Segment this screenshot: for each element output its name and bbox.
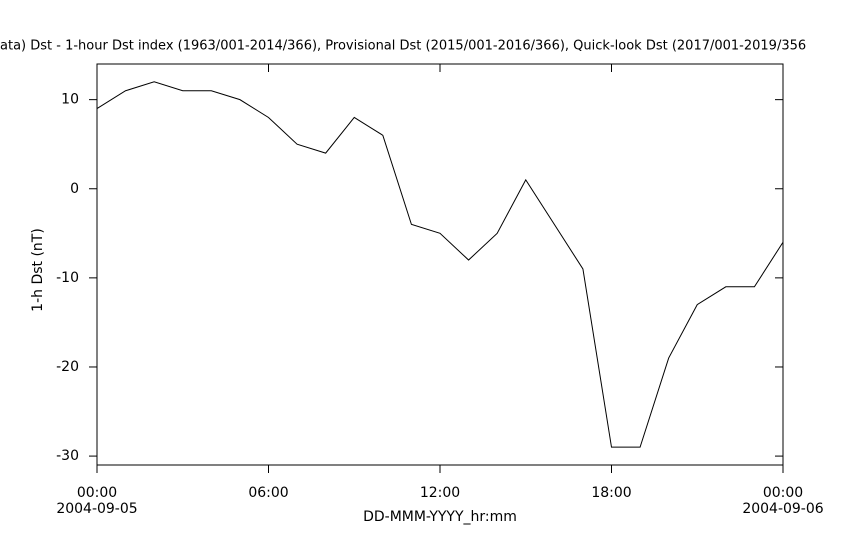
x-tick-date: 2004-09-05 — [56, 501, 137, 517]
x-tick-date: 2004-09-06 — [742, 501, 823, 517]
y-tick-label: -30 — [56, 448, 79, 464]
y-tick-label: 10 — [61, 92, 79, 108]
data-line — [96, 81, 784, 448]
x-tick-label: 00:00 — [77, 485, 117, 501]
y-tick-label: -10 — [56, 270, 79, 286]
plot-frame — [96, 63, 784, 466]
x-tick-label: 00:00 — [763, 485, 803, 501]
x-tick-label: 06:00 — [248, 485, 288, 501]
chart-title: ata) Dst - 1-hour Dst index (1963/001-20… — [0, 39, 806, 54]
y-tick-label: 0 — [70, 181, 79, 197]
y-axis-label: 1-h Dst (nT) — [30, 228, 46, 312]
x-axis-label: DD-MMM-YYYY_hr:mm — [363, 509, 517, 525]
x-tick-label: 18:00 — [591, 485, 631, 501]
y-tick-label: -20 — [56, 359, 79, 375]
x-tick-label: 12:00 — [420, 485, 460, 501]
